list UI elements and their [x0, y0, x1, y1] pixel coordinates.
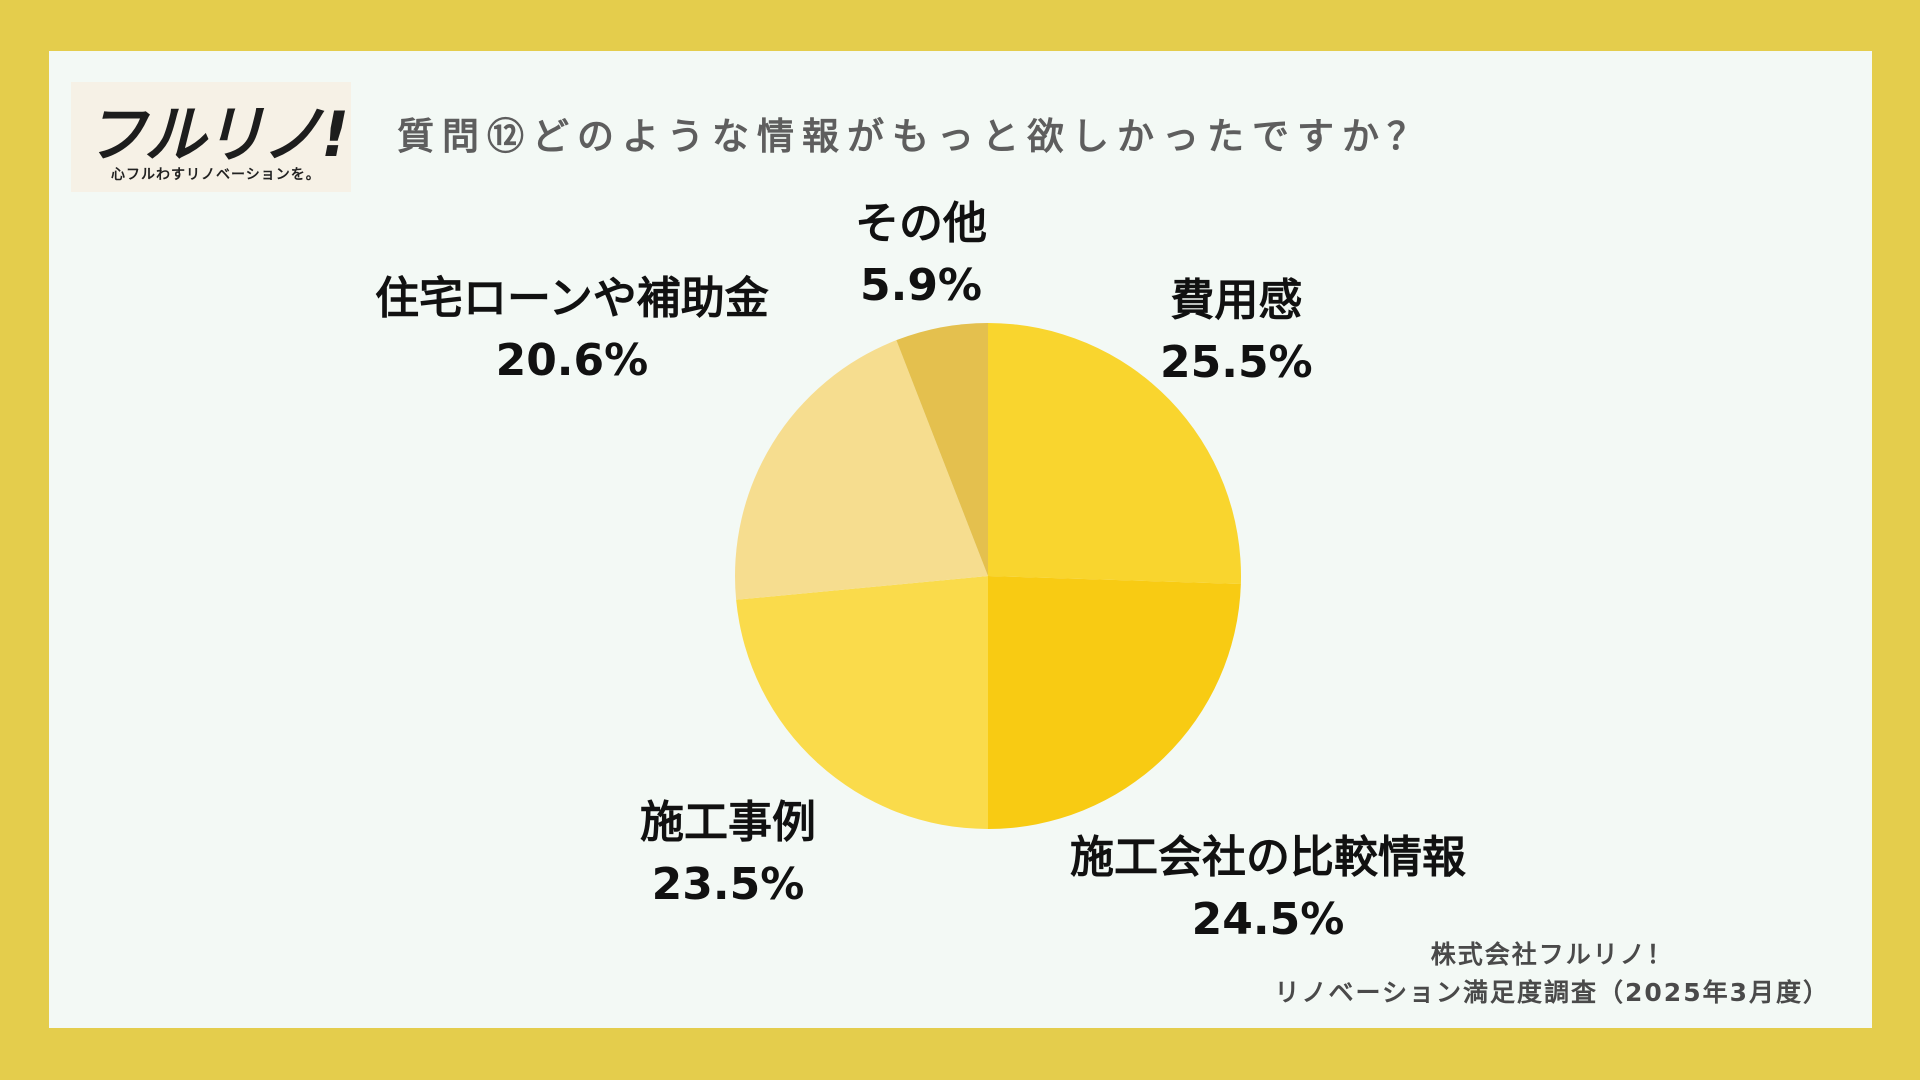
slice-label-loan-subsidy: 住宅ローンや補助金 20.6%	[375, 268, 769, 392]
slice-name: 施工会社の比較情報	[1070, 832, 1466, 883]
pie-slice-other	[896, 323, 988, 576]
slice-name: 費用感	[1170, 275, 1303, 326]
pie-slice-cost	[988, 323, 1241, 584]
company-name: 株式会社フルリノ！	[1430, 940, 1674, 969]
slice-name: その他	[855, 198, 987, 249]
logo-tagline: 心フルわすリノベーションを。	[111, 167, 321, 183]
survey-name: リノベーション満足度調査（2025年3月度）	[1274, 978, 1830, 1007]
slice-percent: 24.5%	[1191, 894, 1345, 945]
company-logo: フルリノ! 心フルわすリノベーションを。	[71, 82, 351, 192]
slice-percent: 5.9%	[859, 260, 983, 311]
slice-label-case-studies: 施工事例 23.5%	[640, 792, 816, 916]
pie-slice-loan-subsidy	[735, 340, 988, 600]
logo-wordmark: フルリノ!	[85, 98, 349, 171]
slice-label-cost: 費用感 25.5%	[1160, 270, 1313, 394]
slice-label-company-comparison: 施工会社の比較情報 24.5%	[1070, 827, 1466, 951]
slice-name: 住宅ローンや補助金	[375, 273, 769, 324]
slice-percent: 23.5%	[651, 859, 805, 910]
slice-percent: 25.5%	[1160, 337, 1313, 388]
slice-percent: 20.6%	[495, 335, 649, 386]
source-credit: 株式会社フルリノ！ リノベーション満足度調査（2025年3月度）	[1275, 936, 1830, 1012]
pie-slice-case-studies	[736, 576, 988, 830]
pie-slice-company-comparison	[988, 576, 1241, 829]
slice-label-other: その他 5.9%	[855, 193, 987, 317]
question-title: 質問⑫どのような情報がもっと欲しかったですか？	[397, 115, 1432, 158]
slice-name: 施工事例	[640, 797, 816, 848]
